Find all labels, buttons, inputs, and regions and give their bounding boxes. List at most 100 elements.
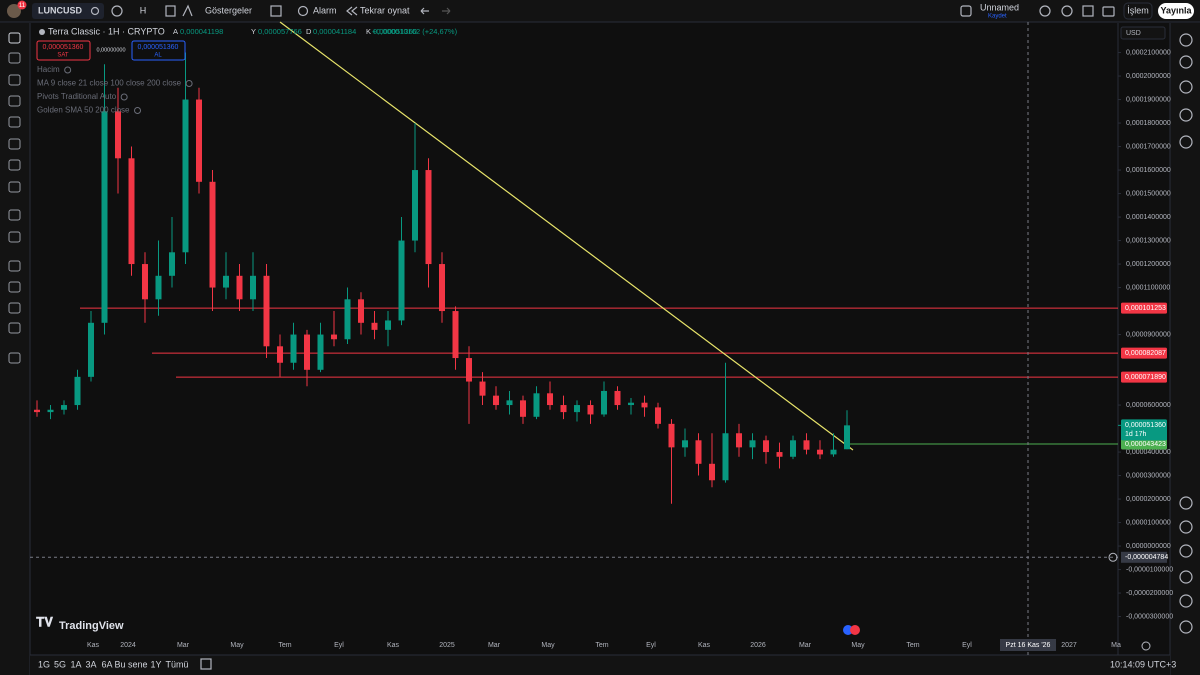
avatar[interactable] xyxy=(7,4,21,18)
candle-body xyxy=(668,423,675,448)
alert-icon[interactable] xyxy=(297,5,309,17)
visibility-icon[interactable] xyxy=(120,93,128,101)
widget-icon[interactable] xyxy=(1179,520,1193,534)
price-label-box xyxy=(1121,347,1167,359)
candle-body xyxy=(560,405,567,413)
range-button[interactable]: 5G xyxy=(54,659,66,669)
crosshair-add[interactable] xyxy=(1108,552,1118,562)
range-button[interactable]: 6A xyxy=(101,659,112,669)
range-button[interactable]: 1Y xyxy=(150,659,161,669)
widget-icon[interactable] xyxy=(1179,55,1193,69)
tool-icon[interactable] xyxy=(8,231,21,243)
buy-button[interactable] xyxy=(131,40,186,61)
range-button[interactable]: 3A xyxy=(85,659,96,669)
range-button[interactable]: Bu sene xyxy=(114,659,147,669)
tool-icon[interactable] xyxy=(8,281,21,293)
logo: TradingView xyxy=(59,620,124,632)
tool-icon[interactable] xyxy=(8,116,21,128)
ohlc-value: 0,000041184 xyxy=(313,27,356,36)
tool-icon[interactable] xyxy=(8,95,21,107)
tool-icon[interactable] xyxy=(8,74,21,86)
candle-body xyxy=(817,449,823,455)
tool-icon[interactable] xyxy=(8,302,21,314)
x-tick-label: Kas xyxy=(87,642,100,649)
tool-icon[interactable] xyxy=(8,209,21,221)
widget-icon[interactable] xyxy=(1179,80,1193,94)
tool-icon[interactable] xyxy=(8,352,21,364)
search-icon[interactable] xyxy=(1039,5,1051,17)
replay-icon[interactable] xyxy=(346,6,358,16)
range-button[interactable]: 1A xyxy=(70,659,81,669)
currency[interactable]: USD xyxy=(1126,30,1141,37)
snapshot-icon[interactable] xyxy=(1102,6,1115,17)
drawing-toolbar xyxy=(0,23,30,675)
candle-body xyxy=(749,440,756,448)
widget-icon[interactable] xyxy=(1179,544,1193,558)
candle-body xyxy=(371,322,378,330)
visibility-icon[interactable] xyxy=(64,66,72,74)
candle-body xyxy=(61,405,67,410)
templates-icon[interactable] xyxy=(270,5,282,17)
goto-realtime[interactable] xyxy=(1141,641,1151,651)
event-flag[interactable] xyxy=(843,625,853,635)
widget-icon[interactable] xyxy=(1179,108,1193,122)
y-tick-label: 0,0000600000 xyxy=(1126,402,1171,409)
date-range-icon[interactable] xyxy=(200,658,212,670)
widget-icon[interactable] xyxy=(1179,620,1193,634)
watermark: 𝐓𝐕 xyxy=(36,614,53,629)
y-tick-label: 0,0001900000 xyxy=(1126,96,1171,103)
buy-label: AL xyxy=(154,53,162,59)
compare-icon[interactable] xyxy=(111,5,123,17)
tool-icon[interactable] xyxy=(8,32,21,44)
indicators-button[interactable]: Göstergeler xyxy=(205,5,252,15)
alert-button[interactable]: Alarm xyxy=(313,5,337,15)
widget-icon[interactable] xyxy=(1179,33,1193,47)
symbol[interactable]: LUNCUSD xyxy=(38,5,82,15)
replay-button[interactable]: Tekrar oynat xyxy=(360,5,410,15)
publish-button[interactable] xyxy=(1158,3,1194,19)
tool-icon[interactable] xyxy=(8,322,21,334)
candle-body xyxy=(844,425,850,450)
interval[interactable]: H xyxy=(140,5,147,15)
sell-button[interactable] xyxy=(36,40,91,61)
candle-body xyxy=(223,275,229,288)
event-flag[interactable] xyxy=(850,625,860,635)
y-tick-label: 0,0001400000 xyxy=(1126,214,1171,221)
widget-icon[interactable] xyxy=(1179,570,1193,584)
price-label: 0,000071890 xyxy=(1125,374,1166,381)
visibility-icon[interactable] xyxy=(185,80,193,87)
candle-body xyxy=(155,275,162,300)
indicators-icon[interactable] xyxy=(182,4,193,17)
visibility-icon[interactable] xyxy=(134,107,142,114)
candle-body xyxy=(439,264,445,312)
undo-icon[interactable] xyxy=(420,7,429,15)
layout-status: Kaydet xyxy=(988,14,1007,20)
symbol-watch-icon[interactable] xyxy=(90,6,100,16)
candle-body xyxy=(331,334,337,340)
symbol-search[interactable] xyxy=(32,3,104,19)
layout-name[interactable]: Unnamed xyxy=(980,2,1019,12)
y-tick-label: 0,0000000000 xyxy=(1126,543,1171,550)
currency-box[interactable] xyxy=(1120,26,1166,40)
range-button[interactable]: Tümü xyxy=(165,659,188,669)
widget-icon[interactable] xyxy=(1179,496,1193,510)
notification-badge xyxy=(17,0,27,10)
tool-icon[interactable] xyxy=(8,138,21,150)
y-tick-label: 0,0001300000 xyxy=(1126,237,1171,244)
settings-icon[interactable] xyxy=(1061,5,1073,17)
x-tick-label: 2025 xyxy=(439,642,455,649)
indicator-list: Hacim MA 9 close 21 close 100 close 200 c… xyxy=(37,65,193,115)
tool-icon[interactable] xyxy=(8,159,21,171)
layout-icon[interactable] xyxy=(960,5,972,17)
fullscreen-icon[interactable] xyxy=(1082,5,1094,17)
tool-icon[interactable] xyxy=(8,260,21,272)
trade-button[interactable] xyxy=(1123,2,1153,20)
chart-type-icon[interactable] xyxy=(165,5,176,17)
x-tick-label: Tem xyxy=(906,642,919,649)
range-button[interactable]: 1G xyxy=(38,659,50,669)
chart-pane: USD 𝐓𝐕 TradingView 0,0002100000 0,0002000… xyxy=(30,21,1173,655)
tool-icon[interactable] xyxy=(8,181,21,193)
widget-icon[interactable] xyxy=(1179,594,1193,608)
tool-icon[interactable] xyxy=(8,52,21,64)
widget-icon[interactable] xyxy=(1179,135,1193,149)
